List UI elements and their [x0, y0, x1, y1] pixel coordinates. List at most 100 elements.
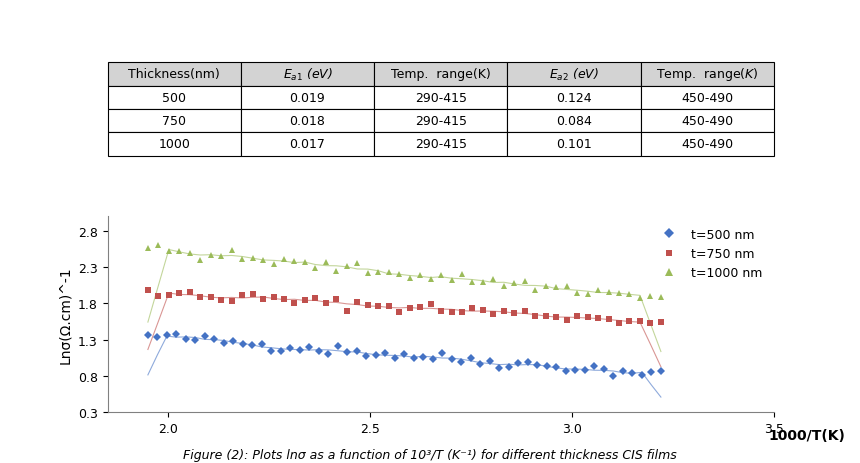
t=1000 nm	[163, 248, 174, 254]
t=1000 nm	[635, 295, 645, 300]
t=500 nm	[209, 336, 219, 342]
t=750 nm	[237, 293, 248, 299]
t=1000 nm	[310, 265, 321, 271]
t=1000 nm	[248, 256, 258, 261]
t=750 nm	[310, 295, 321, 300]
t=1000 nm	[551, 285, 562, 290]
t=750 nm	[174, 291, 184, 296]
t=1000 nm	[645, 294, 655, 299]
t=1000 nm	[624, 291, 635, 297]
t=1000 nm	[415, 272, 425, 278]
t=750 nm	[331, 296, 341, 302]
t=750 nm	[541, 313, 551, 319]
t=1000 nm	[153, 242, 163, 248]
t=1000 nm	[426, 276, 436, 282]
t=1000 nm	[216, 253, 226, 259]
t=1000 nm	[614, 290, 624, 296]
t=1000 nm	[499, 284, 509, 289]
t=750 nm	[624, 319, 635, 324]
t=1000 nm	[457, 272, 467, 277]
t=750 nm	[195, 294, 206, 300]
t=1000 nm	[655, 294, 666, 300]
t=1000 nm	[519, 279, 530, 284]
t=1000 nm	[384, 269, 394, 275]
t=750 nm	[593, 315, 603, 321]
t=750 nm	[478, 308, 488, 313]
t=750 nm	[143, 288, 153, 293]
t=750 nm	[415, 304, 425, 310]
t=1000 nm	[373, 270, 384, 275]
t=500 nm	[171, 331, 181, 337]
t=1000 nm	[258, 258, 268, 263]
t=1000 nm	[394, 272, 404, 277]
t=750 nm	[163, 292, 174, 298]
t=750 nm	[394, 310, 404, 316]
t=1000 nm	[268, 262, 279, 268]
t=500 nm	[617, 368, 628, 374]
t=750 nm	[530, 314, 540, 319]
t=1000 nm	[363, 270, 373, 276]
Line: t=500 nm: t=500 nm	[145, 331, 664, 379]
t=750 nm	[488, 311, 499, 317]
t=500 nm	[342, 349, 353, 355]
t=750 nm	[289, 300, 299, 306]
t=1000 nm	[572, 291, 582, 296]
t=750 nm	[363, 302, 373, 308]
Line: t=750 nm: t=750 nm	[145, 288, 664, 326]
t=1000 nm	[143, 245, 153, 251]
t=750 nm	[457, 309, 467, 315]
t=1000 nm	[593, 288, 603, 293]
t=1000 nm	[582, 292, 593, 298]
t=1000 nm	[237, 256, 248, 262]
t=750 nm	[551, 314, 562, 320]
t=1000 nm	[530, 288, 540, 294]
t=750 nm	[153, 293, 163, 299]
t=750 nm	[216, 297, 226, 303]
t=750 nm	[248, 292, 258, 298]
X-axis label: 1000/T(K): 1000/T(K)	[769, 428, 845, 442]
t=750 nm	[509, 311, 519, 316]
t=750 nm	[268, 294, 279, 300]
t=750 nm	[446, 310, 457, 315]
t=750 nm	[519, 308, 530, 314]
t=1000 nm	[341, 264, 352, 269]
t=750 nm	[341, 309, 352, 314]
t=1000 nm	[226, 248, 237, 253]
t=750 nm	[572, 313, 582, 319]
t=750 nm	[404, 306, 415, 311]
t=750 nm	[582, 314, 593, 319]
t=1000 nm	[509, 281, 519, 286]
t=500 nm	[608, 373, 618, 379]
t=750 nm	[562, 318, 572, 324]
t=750 nm	[614, 321, 624, 326]
t=1000 nm	[300, 259, 310, 265]
t=750 nm	[226, 298, 237, 304]
t=750 nm	[373, 304, 384, 309]
t=750 nm	[635, 319, 645, 325]
t=1000 nm	[562, 284, 572, 289]
Line: t=1000 nm: t=1000 nm	[144, 242, 665, 301]
t=500 nm	[646, 369, 656, 375]
t=1000 nm	[604, 289, 614, 295]
t=1000 nm	[404, 276, 415, 282]
t=750 nm	[279, 297, 289, 302]
t=500 nm	[143, 332, 153, 338]
t=1000 nm	[488, 277, 499, 282]
t=750 nm	[655, 319, 666, 325]
Y-axis label: Lnσ(Ω.cm)^-1: Lnσ(Ω.cm)^-1	[58, 266, 72, 363]
t=1000 nm	[478, 279, 488, 285]
t=1000 nm	[467, 280, 477, 285]
t=750 nm	[321, 300, 331, 306]
t=1000 nm	[436, 273, 446, 279]
t=1000 nm	[289, 258, 299, 264]
t=1000 nm	[174, 249, 184, 255]
t=1000 nm	[206, 253, 216, 258]
t=750 nm	[258, 297, 268, 302]
t=1000 nm	[541, 284, 551, 289]
t=750 nm	[604, 317, 614, 322]
t=1000 nm	[185, 251, 195, 257]
t=750 nm	[352, 300, 362, 305]
t=1000 nm	[321, 259, 331, 265]
t=750 nm	[300, 298, 310, 303]
Text: Figure (2): Plots lnσ as a function of 10³/T (K⁻¹) for different thickness CIS f: Figure (2): Plots lnσ as a function of 1…	[183, 448, 677, 461]
